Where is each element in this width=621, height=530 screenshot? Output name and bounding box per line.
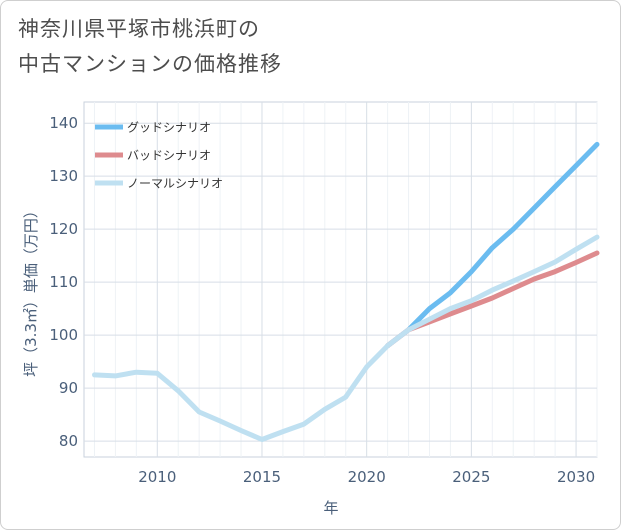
y-axis-title: 坪（3.3㎡）単価（万円） — [22, 203, 40, 377]
x-axis-title: 年 — [323, 499, 338, 517]
legend-label-2: バッドシナリオ — [127, 149, 211, 163]
series-line-1 — [385, 141, 600, 349]
x-tick-label: 2030 — [557, 468, 595, 486]
legend-label-1: グッドシナリオ — [127, 121, 211, 135]
chart-title-line-1: 神奈川県平塚市桃浜町の — [18, 17, 260, 41]
chart-title: 神奈川県平塚市桃浜町の 中古マンションの価格推移 — [18, 12, 282, 82]
x-tick-label: 2025 — [452, 468, 490, 486]
y-tick-label: 130 — [49, 167, 78, 185]
y-tick-label: 80 — [59, 432, 78, 450]
y-tick-label: 90 — [59, 379, 78, 397]
x-tick-label: 2015 — [243, 468, 281, 486]
y-tick-label: 140 — [49, 114, 78, 132]
y-tick-label: 120 — [49, 220, 78, 238]
y-tick-label: 110 — [49, 273, 78, 291]
chart-title-line-2: 中古マンションの価格推移 — [18, 52, 282, 76]
y-tick-label: 100 — [49, 326, 78, 344]
series-line-3 — [92, 234, 600, 442]
x-tick-label: 2010 — [138, 468, 176, 486]
legend-label-3: ノーマルシナリオ — [127, 177, 223, 191]
x-tick-label: 2020 — [348, 468, 386, 486]
